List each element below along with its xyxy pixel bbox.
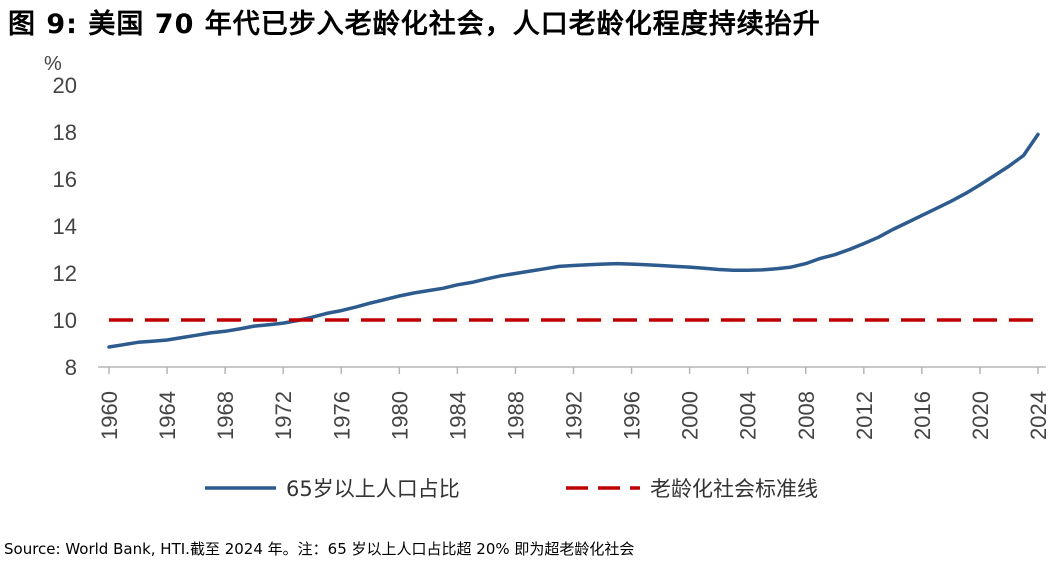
y-tick-label: 14 — [53, 214, 77, 239]
y-tick-label: 18 — [53, 120, 77, 145]
x-tick-label: 2016 — [910, 391, 935, 440]
y-tick-label: 12 — [53, 261, 77, 286]
x-tick-label: 1980 — [387, 391, 412, 440]
x-tick-label: 1976 — [329, 391, 354, 440]
chart-title: 图 9: 美国 70 年代已步入老龄化社会，人口老龄化程度持续抬升 — [8, 9, 821, 40]
x-tick-label: 1960 — [97, 391, 122, 440]
legend-label: 老龄化社会标准线 — [650, 477, 818, 501]
x-tick-label: 1964 — [155, 391, 180, 440]
x-tick-label: 1992 — [562, 391, 587, 440]
y-tick-label: 8 — [65, 355, 77, 380]
x-tick-label: 1984 — [445, 391, 470, 440]
plot-area — [107, 132, 1040, 349]
x-tick-label: 2020 — [968, 391, 993, 440]
y-axis: % 8 10 12 14 16 18 20 — [44, 53, 77, 380]
x-axis: 1960 1964 1968 1972 1976 1980 1984 1988 1992 1996… — [97, 366, 1051, 440]
x-tick-label: 1988 — [503, 391, 528, 440]
x-tick-label: 1972 — [271, 391, 296, 440]
x-tick-label: 1996 — [620, 391, 645, 440]
legend: 65岁以上人口占比 老龄化社会标准线 — [205, 477, 818, 501]
x-tick-label: 2012 — [852, 391, 877, 440]
legend-label: 65岁以上人口占比 — [286, 477, 460, 501]
y-tick-label: 10 — [53, 308, 77, 333]
y-tick-label: 16 — [53, 167, 77, 192]
series-line-elderly-share — [107, 132, 1040, 349]
x-tick-label: 2004 — [736, 391, 761, 440]
source-note: Source: World Bank, HTI.截至 2024 年。注：65 岁… — [4, 540, 635, 558]
x-tick-label: 2024 — [1026, 391, 1051, 440]
y-unit-label: % — [44, 53, 62, 75]
x-tick-label: 2000 — [678, 391, 703, 440]
x-tick-label: 1968 — [213, 391, 238, 440]
x-tick-label: 2008 — [794, 391, 819, 440]
y-tick-label: 20 — [53, 73, 77, 98]
